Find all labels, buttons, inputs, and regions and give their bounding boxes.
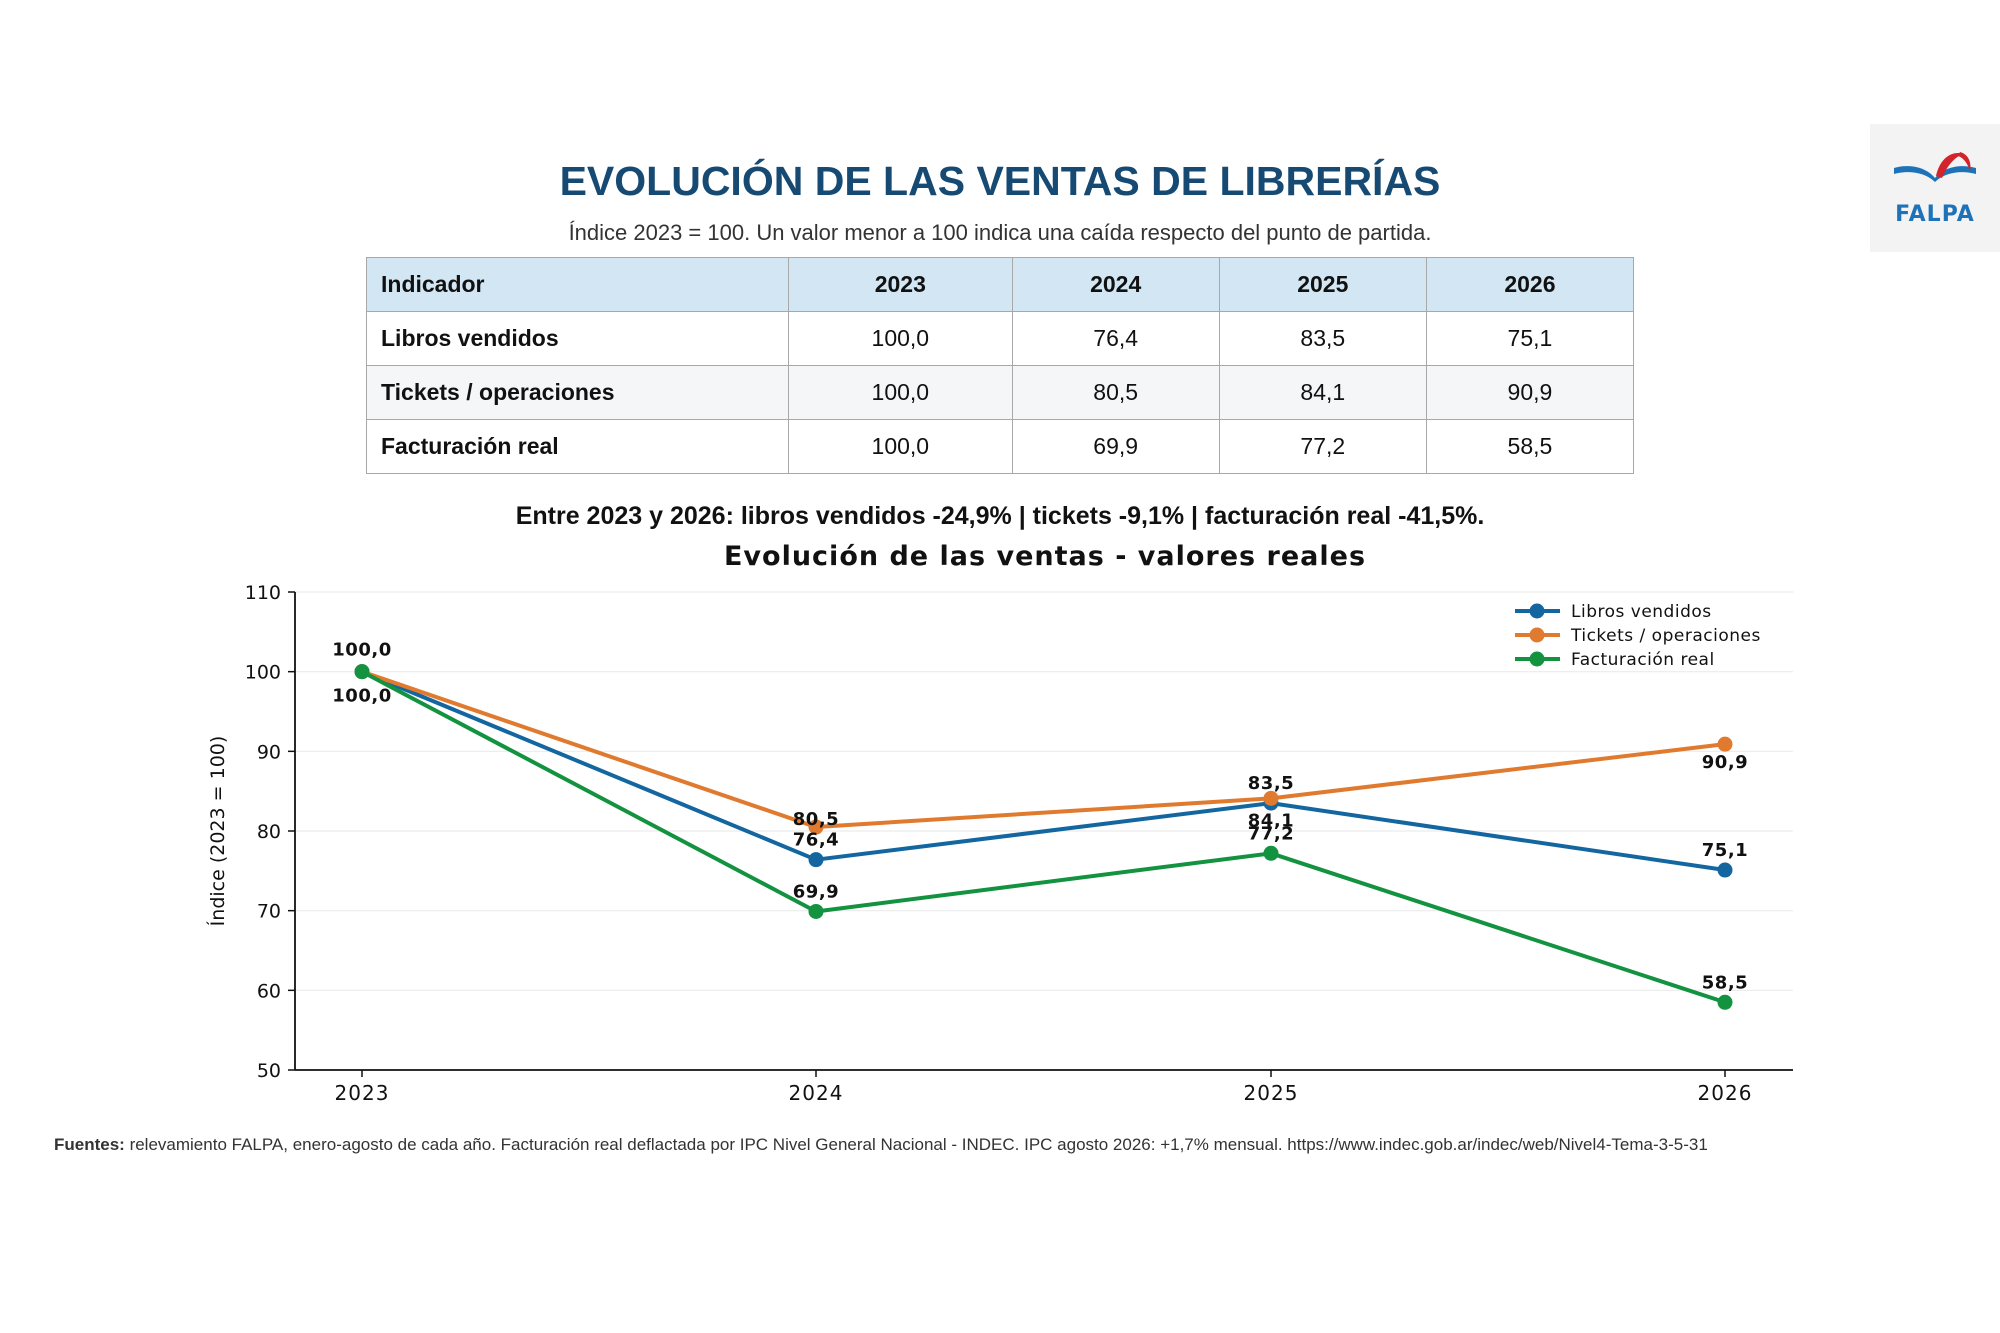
table-header-cell: 2024 [1011, 257, 1220, 312]
table-header-cell: 2026 [1425, 257, 1635, 312]
sources-text: relevamiento FALPA, enero-agosto de cada… [124, 1135, 1708, 1154]
table-row: Facturación real 100,0 69,9 77,2 58,5 [366, 419, 1635, 474]
table-cell: 77,2 [1218, 419, 1427, 474]
series-line [361, 669, 1726, 830]
y-tick-label: 110 [245, 582, 281, 604]
table-header-row: Indicador 2023 2024 2025 2026 [366, 257, 1635, 312]
table-row: Tickets / operaciones 100,0 80,5 84,1 90… [366, 365, 1635, 420]
page-title: EVOLUCIÓN DE LAS VENTAS DE LIBRERÍAS [559, 158, 1441, 204]
line-chart: Evolución de las ventas - valores reales… [206, 541, 1793, 1105]
table-cell: 100,0 [788, 419, 1013, 474]
table-cell: Libros vendidos [366, 311, 789, 366]
data-point [1717, 994, 1733, 1010]
data-point [1717, 862, 1733, 878]
data-point [354, 664, 370, 680]
table-header-cell: Indicador [366, 257, 789, 312]
x-tick-label: 2026 [1698, 1081, 1753, 1105]
table-cell: 100,0 [788, 365, 1013, 420]
table-cell: 76,4 [1011, 311, 1220, 366]
data-label: 100,0 [332, 686, 391, 707]
data-label: 100,0 [332, 640, 391, 661]
x-tick-label: 2025 [1244, 1081, 1299, 1105]
legend-label: Facturación real [1571, 650, 1715, 670]
data-point [1263, 790, 1279, 806]
y-tick-label: 50 [257, 1060, 281, 1082]
data-label: 76,4 [793, 830, 839, 851]
y-tick-label: 80 [257, 821, 281, 843]
y-axis-label: Índice (2023 = 100) [206, 736, 229, 927]
sources-note: Fuentes: relevamiento FALPA, enero-agost… [54, 1135, 1708, 1155]
legend-marker [1529, 627, 1545, 643]
falpa-logo: FALPA [1870, 124, 2000, 252]
table-cell: Tickets / operaciones [366, 365, 789, 420]
table-row: Libros vendidos 100,0 76,4 83,5 75,1 [366, 311, 1635, 366]
table-cell: 84,1 [1218, 365, 1427, 420]
legend-label: Tickets / operaciones [1570, 626, 1761, 646]
table-cell: Facturación real [366, 419, 789, 474]
data-table: Indicador 2023 2024 2025 2026 Libros ven… [366, 257, 1635, 474]
table-cell: 90,9 [1425, 365, 1635, 420]
y-tick-label: 100 [245, 662, 281, 684]
data-label: 58,5 [1702, 972, 1748, 993]
data-label: 69,9 [793, 881, 839, 902]
y-tick-label: 60 [257, 980, 281, 1002]
x-tick-label: 2024 [789, 1081, 844, 1105]
series-line [361, 669, 1726, 1005]
data-label: 75,1 [1702, 840, 1748, 861]
legend-marker [1529, 651, 1545, 667]
y-tick-label: 90 [257, 741, 281, 763]
table-cell: 58,5 [1425, 419, 1635, 474]
data-label: 90,9 [1702, 752, 1748, 773]
data-point [808, 903, 824, 919]
y-tick-label: 70 [257, 901, 281, 923]
sources-label: Fuentes: [54, 1135, 125, 1154]
summary-text: Entre 2023 y 2026: libros vendidos -24,9… [515, 502, 1485, 530]
legend-label: Libros vendidos [1571, 602, 1712, 622]
table-header-cell: 2023 [788, 257, 1013, 312]
table-header-cell: 2025 [1218, 257, 1427, 312]
series-line [361, 669, 1726, 873]
table-cell: 80,5 [1011, 365, 1220, 420]
data-label: 84,1 [1248, 810, 1294, 831]
table-cell: 69,9 [1011, 419, 1220, 474]
data-point [808, 819, 824, 835]
data-label: 80,5 [793, 809, 839, 830]
data-point [1263, 845, 1279, 861]
data-point [1717, 736, 1733, 752]
logo-text: FALPA [1895, 202, 1975, 227]
chart-title: Evolución de las ventas - valores reales [724, 541, 1366, 572]
legend-marker [1529, 603, 1545, 619]
table-cell: 75,1 [1425, 311, 1635, 366]
table-cell: 83,5 [1218, 311, 1427, 366]
data-point [808, 852, 824, 868]
table-cell: 100,0 [788, 311, 1013, 366]
x-tick-label: 2023 [335, 1081, 390, 1105]
page-subtitle: Índice 2023 = 100. Un valor menor a 100 … [568, 220, 1432, 245]
data-label: 77,2 [1248, 823, 1294, 844]
data-label: 83,5 [1248, 773, 1294, 794]
open-book-icon [1894, 152, 1976, 182]
